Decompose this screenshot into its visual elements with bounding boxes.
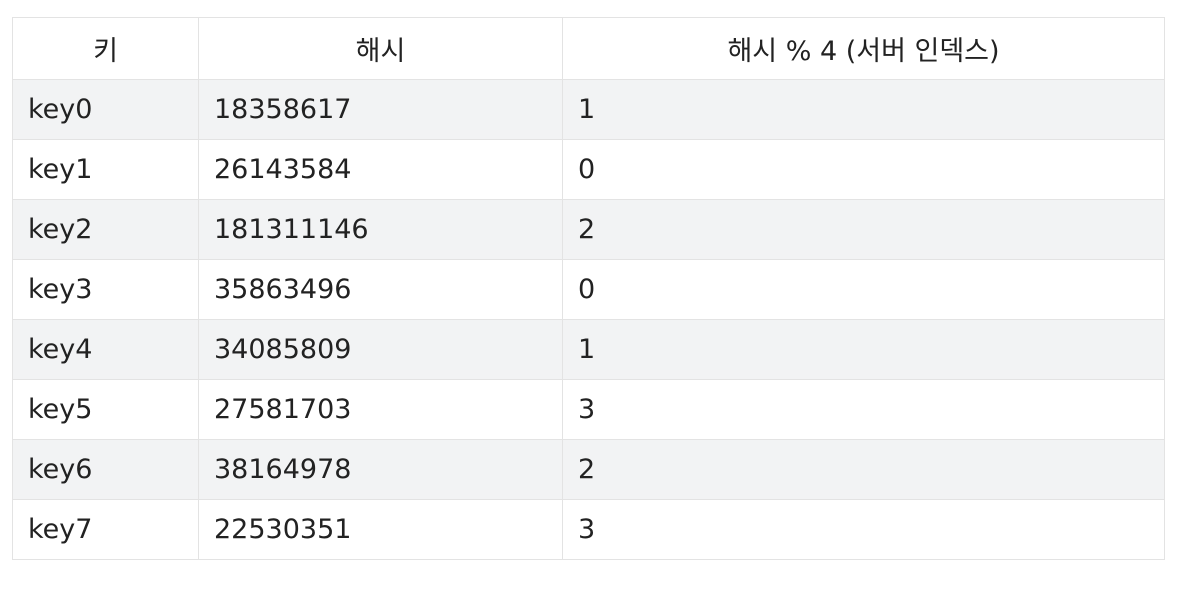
hash-table-container: 키 해시 해시 % 4 (서버 인덱스) key0 18358617 1 key… [12, 17, 1165, 560]
cell-hash: 34085809 [198, 319, 563, 380]
table-row: key4 34085809 1 [12, 319, 1165, 380]
cell-server-index: 2 [562, 439, 1165, 500]
column-header-key: 키 [12, 17, 199, 80]
column-header-hash: 해시 [198, 17, 563, 80]
cell-hash: 35863496 [198, 259, 563, 320]
cell-hash: 26143584 [198, 139, 563, 200]
cell-hash: 18358617 [198, 79, 563, 140]
column-header-server-index: 해시 % 4 (서버 인덱스) [562, 17, 1165, 80]
table-row: key0 18358617 1 [12, 79, 1165, 140]
cell-key: key4 [12, 319, 199, 380]
table-row: key3 35863496 0 [12, 259, 1165, 320]
hash-table: 키 해시 해시 % 4 (서버 인덱스) key0 18358617 1 key… [12, 17, 1165, 560]
cell-key: key5 [12, 379, 199, 440]
cell-key: key6 [12, 439, 199, 500]
cell-key: key1 [12, 139, 199, 200]
cell-server-index: 3 [562, 499, 1165, 560]
cell-server-index: 3 [562, 379, 1165, 440]
cell-server-index: 1 [562, 79, 1165, 140]
table-row: key2 181311146 2 [12, 199, 1165, 260]
cell-key: key0 [12, 79, 199, 140]
cell-key: key2 [12, 199, 199, 260]
table-row: key6 38164978 2 [12, 439, 1165, 500]
table-body: key0 18358617 1 key1 26143584 0 key2 181… [12, 79, 1165, 560]
header-row: 키 해시 해시 % 4 (서버 인덱스) [12, 17, 1165, 80]
table-header: 키 해시 해시 % 4 (서버 인덱스) [12, 17, 1165, 80]
cell-hash: 22530351 [198, 499, 563, 560]
cell-server-index: 0 [562, 259, 1165, 320]
table-row: key1 26143584 0 [12, 139, 1165, 200]
cell-server-index: 2 [562, 199, 1165, 260]
cell-hash: 38164978 [198, 439, 563, 500]
cell-server-index: 0 [562, 139, 1165, 200]
cell-key: key3 [12, 259, 199, 320]
table-row: key5 27581703 3 [12, 379, 1165, 440]
table-row: key7 22530351 3 [12, 499, 1165, 560]
cell-server-index: 1 [562, 319, 1165, 380]
cell-hash: 27581703 [198, 379, 563, 440]
cell-hash: 181311146 [198, 199, 563, 260]
cell-key: key7 [12, 499, 199, 560]
